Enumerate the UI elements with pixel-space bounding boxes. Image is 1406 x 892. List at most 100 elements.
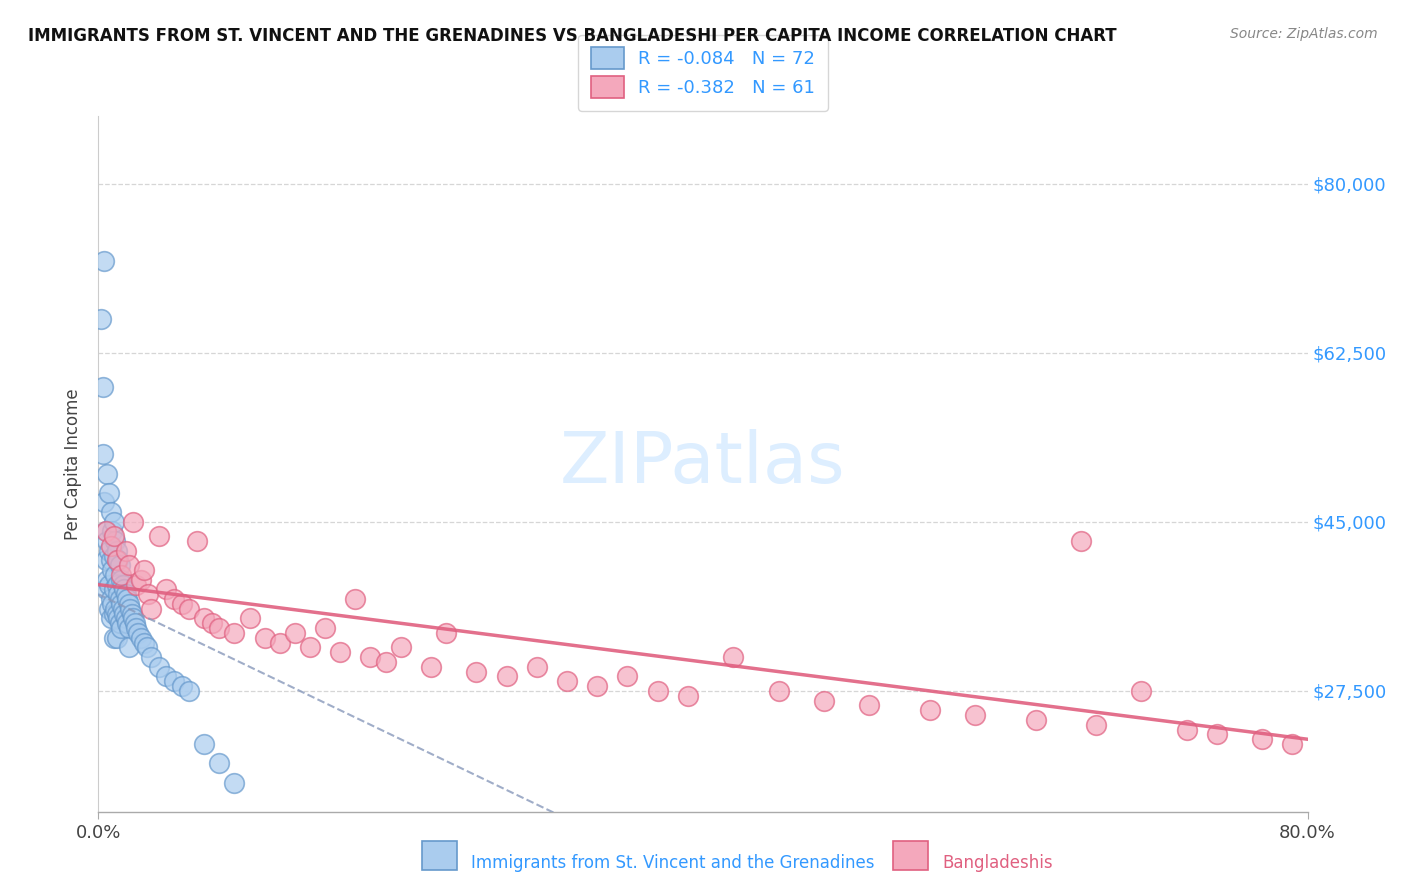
- Point: [344, 592, 367, 607]
- Point: [115, 616, 138, 631]
- Point: [148, 660, 170, 674]
- Point: [314, 621, 336, 635]
- Point: [127, 626, 149, 640]
- Point: [299, 640, 322, 655]
- Point: [813, 693, 835, 707]
- Point: [163, 674, 186, 689]
- Point: [208, 621, 231, 635]
- Point: [495, 669, 517, 683]
- Point: [129, 573, 152, 587]
- Text: Bangladeshis: Bangladeshis: [942, 855, 1053, 872]
- Point: [129, 631, 152, 645]
- Point: [100, 553, 122, 567]
- Point: [118, 558, 141, 573]
- Point: [208, 756, 231, 771]
- Point: [108, 558, 131, 573]
- Point: [111, 602, 134, 616]
- Point: [239, 611, 262, 625]
- Point: [1130, 684, 1153, 698]
- Point: [100, 505, 122, 519]
- Point: [586, 679, 609, 693]
- Point: [112, 582, 135, 597]
- Point: [101, 597, 124, 611]
- Point: [965, 708, 987, 723]
- Point: [224, 626, 246, 640]
- Point: [858, 698, 880, 713]
- Point: [224, 776, 246, 790]
- Point: [96, 534, 118, 549]
- Point: [526, 660, 548, 674]
- Point: [179, 602, 201, 616]
- Point: [91, 447, 114, 461]
- Point: [105, 544, 128, 558]
- Point: [103, 607, 125, 621]
- Point: [93, 254, 115, 268]
- Text: ZIPatlas: ZIPatlas: [560, 429, 846, 499]
- Point: [329, 645, 352, 659]
- Point: [141, 650, 163, 665]
- Point: [98, 602, 121, 616]
- Point: [114, 544, 136, 558]
- Text: Source: ZipAtlas.com: Source: ZipAtlas.com: [1230, 27, 1378, 41]
- Point: [132, 563, 155, 577]
- Point: [374, 655, 396, 669]
- Point: [136, 587, 159, 601]
- Point: [118, 621, 141, 635]
- Point: [91, 379, 114, 393]
- Point: [420, 660, 443, 674]
- Legend: R = -0.084   N = 72, R = -0.382   N = 61: R = -0.084 N = 72, R = -0.382 N = 61: [578, 35, 828, 111]
- Point: [723, 650, 745, 665]
- Point: [676, 689, 699, 703]
- Point: [555, 674, 578, 689]
- Point: [94, 553, 117, 567]
- Point: [186, 534, 208, 549]
- Point: [1070, 534, 1092, 549]
- Point: [1024, 713, 1046, 727]
- Point: [94, 524, 117, 539]
- Point: [112, 607, 135, 621]
- Point: [1206, 727, 1229, 741]
- Point: [98, 544, 121, 558]
- Point: [101, 524, 124, 539]
- Point: [768, 684, 790, 698]
- Point: [193, 611, 215, 625]
- Point: [94, 582, 117, 597]
- Point: [389, 640, 412, 655]
- Point: [103, 549, 125, 563]
- Point: [103, 515, 125, 529]
- Point: [148, 529, 170, 543]
- Point: [110, 573, 132, 587]
- Point: [105, 577, 128, 591]
- Point: [98, 577, 121, 591]
- Point: [121, 607, 143, 621]
- Point: [93, 495, 115, 509]
- Point: [104, 568, 127, 582]
- Point: [105, 631, 128, 645]
- Point: [135, 640, 157, 655]
- Point: [155, 669, 177, 683]
- Y-axis label: Per Capita Income: Per Capita Income: [65, 388, 83, 540]
- Point: [465, 665, 488, 679]
- Point: [170, 679, 193, 693]
- Point: [284, 626, 307, 640]
- Point: [90, 312, 112, 326]
- Point: [115, 592, 138, 607]
- Point: [107, 611, 129, 625]
- Point: [1357, 747, 1379, 761]
- Point: [114, 587, 136, 601]
- Point: [100, 539, 122, 553]
- Point: [170, 597, 193, 611]
- Point: [918, 703, 941, 717]
- Text: Immigrants from St. Vincent and the Grenadines: Immigrants from St. Vincent and the Gren…: [471, 855, 875, 872]
- Point: [120, 602, 142, 616]
- Point: [163, 592, 186, 607]
- Point: [124, 616, 146, 631]
- Point: [179, 684, 201, 698]
- Point: [107, 553, 129, 567]
- Point: [647, 684, 669, 698]
- Point: [125, 577, 148, 591]
- Point: [193, 737, 215, 751]
- Point: [616, 669, 638, 683]
- Point: [1251, 732, 1274, 747]
- Point: [122, 611, 145, 625]
